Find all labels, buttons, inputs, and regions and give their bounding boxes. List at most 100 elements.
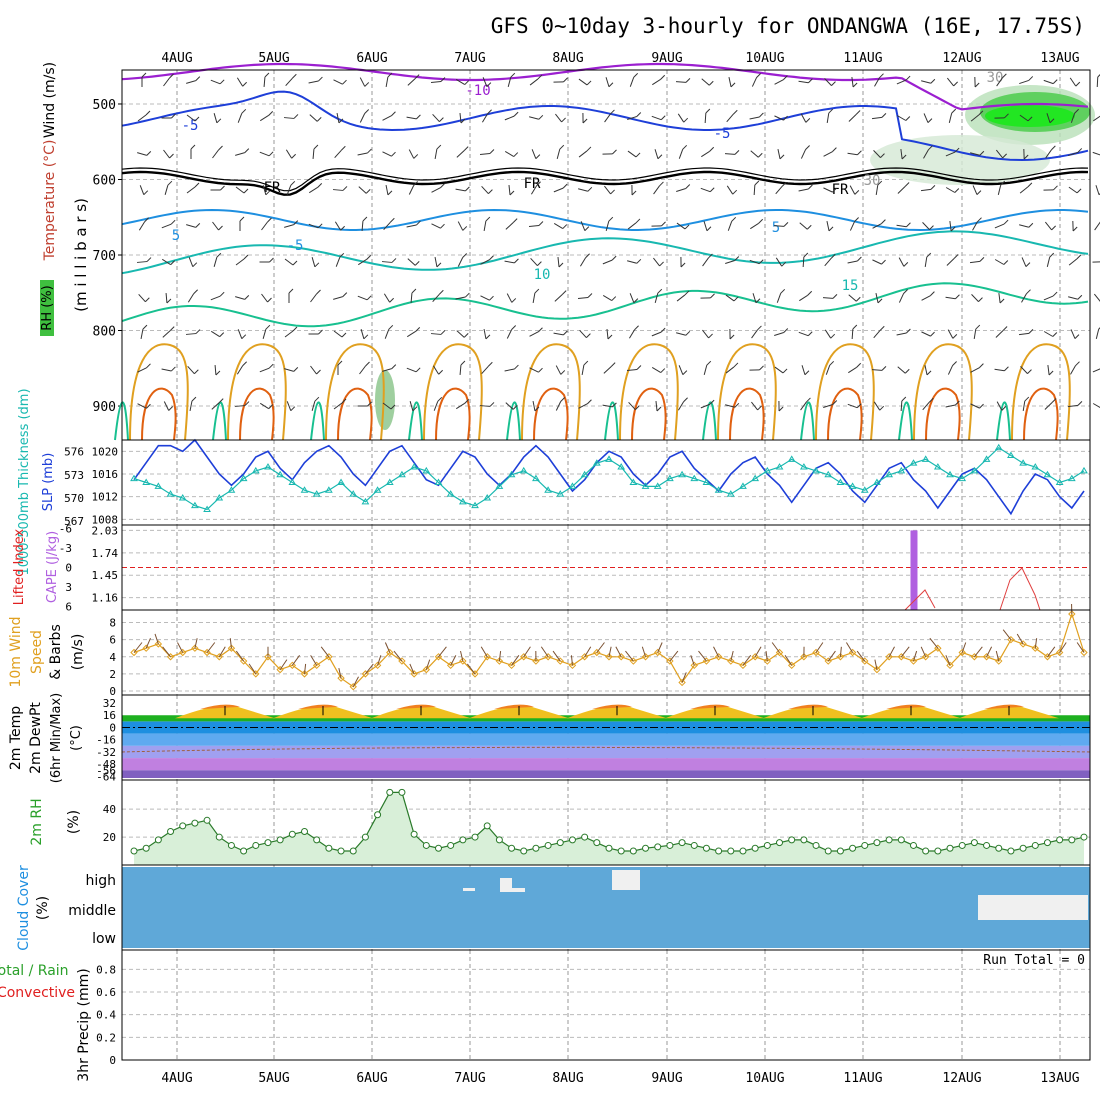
wind-barb: [801, 149, 805, 158]
temp2m-tick: 32: [103, 697, 116, 710]
wind-barb-flag: [952, 109, 956, 113]
wind10-tick: 4: [109, 651, 116, 664]
date-label-top: 10AUG: [745, 51, 784, 66]
wind-barb: [460, 365, 461, 375]
wind-barb-flag: [709, 334, 713, 338]
rh2m-point: [131, 848, 137, 854]
wind-barb: [678, 114, 683, 122]
wind-barb: [238, 113, 242, 122]
rh2m-point: [935, 848, 941, 854]
wind-barb-flag: [706, 109, 710, 113]
rh2m-point: [1008, 848, 1014, 854]
cloud-gap: [463, 888, 475, 891]
wind-barb: [309, 81, 319, 83]
wind-barb-flag: [465, 187, 469, 191]
wind-barb-flag: [684, 398, 688, 402]
wind-barb-flag: [1078, 401, 1082, 405]
wind10-barb: [438, 647, 446, 657]
wind-barb-flag: [343, 186, 347, 190]
wind-barb: [1044, 332, 1053, 337]
rh2m-point: [984, 842, 990, 848]
wind-barb-flag: [343, 293, 347, 297]
wind-barb: [386, 77, 388, 87]
precip-label-b: Convective: [0, 985, 75, 1001]
wind-barb: [236, 259, 244, 265]
wind-barb-flag: [314, 145, 318, 149]
wind-barb: [188, 366, 195, 373]
rh2m-point: [643, 845, 649, 851]
wind-barb-flag: [1049, 371, 1053, 375]
wind-barb: [211, 331, 219, 336]
wind-barb-flag: [563, 225, 567, 229]
wind-barb-flag: [268, 218, 272, 222]
wind-barb: [852, 329, 853, 339]
wind-barb-flag: [1027, 290, 1031, 294]
wind-barb: [627, 261, 637, 264]
wind-barb-flag: [1004, 261, 1008, 265]
wind-barb: [358, 153, 368, 155]
precip-tick: 0.6: [96, 986, 116, 999]
wind-barb-flag: [464, 333, 468, 337]
wind-barb-flag: [930, 292, 934, 296]
rh2m-point: [265, 840, 271, 846]
wind-barb-flag: [709, 81, 713, 85]
wind-barb-flag: [514, 153, 518, 157]
wind-barb-flag: [1003, 327, 1007, 331]
rh2m-point: [947, 845, 953, 851]
wind-barb: [848, 404, 857, 407]
wind-barb-flag: [220, 292, 224, 296]
wind-barb: [850, 221, 854, 230]
date-label-top: 12AUG: [942, 51, 981, 66]
wind-barb-flag: [315, 397, 319, 401]
wind-barb: [970, 261, 980, 262]
rh2m-point: [862, 842, 868, 848]
wind-barb-flag: [217, 119, 221, 123]
wind-barb: [996, 331, 1003, 338]
cloud-level-label: low: [92, 931, 116, 947]
slp-right-tick: 1020: [92, 445, 119, 458]
contour-green-loop: [213, 402, 226, 440]
slp-left-tick: 576: [64, 446, 84, 459]
wind-barb-flag: [365, 110, 369, 114]
rh2m-point: [606, 845, 612, 851]
wind-barb: [924, 113, 928, 122]
wind-barb: [897, 80, 906, 84]
wind-barb-flag: [1025, 397, 1029, 401]
date-label-top: 6AUG: [356, 51, 387, 66]
wind-barb-flag: [661, 116, 665, 120]
wind-barb-flag: [730, 335, 734, 339]
wind-barb: [433, 114, 440, 121]
wind-barb: [162, 369, 172, 371]
wind-barb-flag: [196, 77, 200, 81]
wind10-tick: 2: [109, 668, 116, 681]
wind-barb-flag: [317, 117, 321, 121]
wind-barb: [457, 151, 464, 158]
contour-plus10: [122, 231, 1088, 273]
rh2m-point: [204, 817, 210, 823]
wind-barb: [334, 331, 342, 337]
wind-barb: [310, 366, 316, 374]
rh2m-point: [716, 848, 722, 854]
wind-barb: [1022, 257, 1026, 266]
wind-barb: [458, 222, 463, 231]
wind-barb: [606, 221, 609, 231]
wind-barb: [1019, 333, 1029, 334]
wind-barb: [653, 258, 659, 266]
wind-barb: [898, 187, 905, 194]
cloud-label-a: Cloud Cover: [16, 865, 32, 951]
wind-barb: [284, 118, 294, 119]
wind-barb-flag: [538, 368, 542, 372]
wind-barb-flag: [931, 79, 935, 83]
rh2m-point: [143, 845, 149, 851]
date-label-top: 13AUG: [1040, 51, 1079, 66]
wind-barb-flag: [561, 398, 565, 402]
rh2m-point: [509, 845, 515, 851]
wind-barb: [702, 330, 708, 338]
wind-barb: [557, 149, 560, 159]
wind-barb: [999, 293, 1000, 303]
wind10-barb: [974, 647, 982, 657]
rh2m-point: [192, 820, 198, 826]
contour-hot-loop: [632, 389, 666, 440]
wind-barb: [312, 257, 315, 267]
